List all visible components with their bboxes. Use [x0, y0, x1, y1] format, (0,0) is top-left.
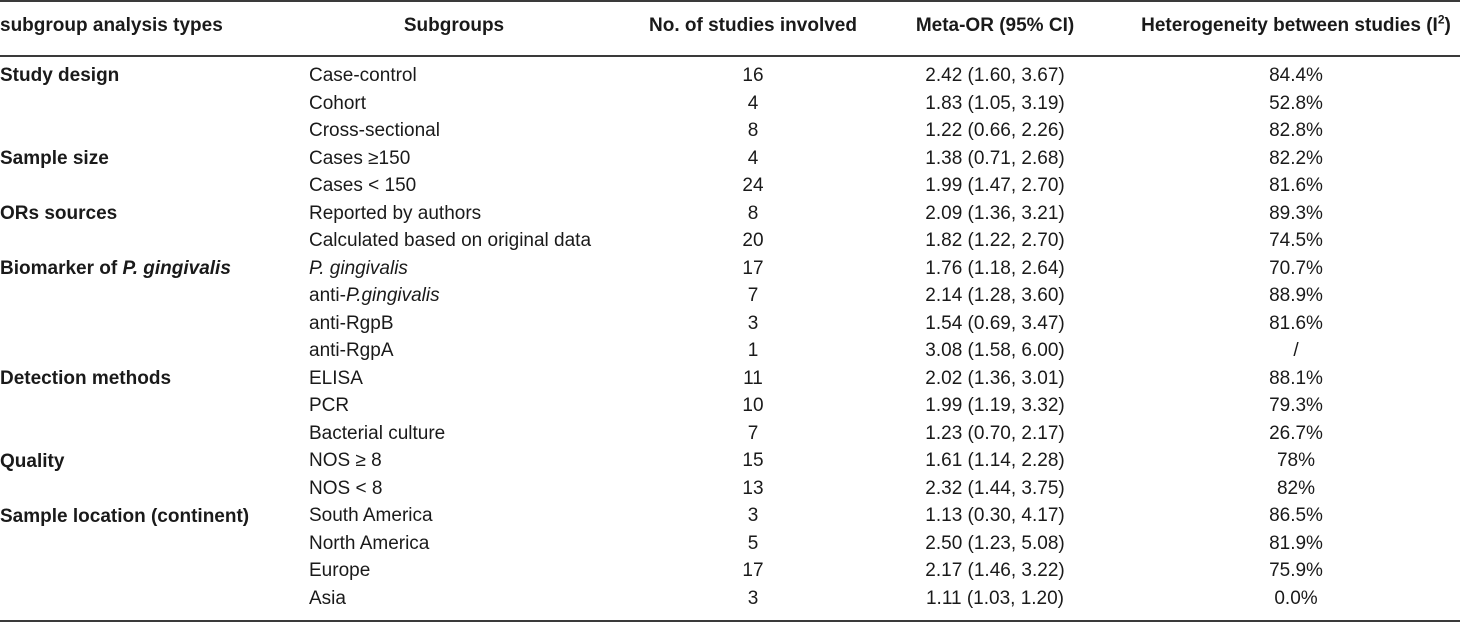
row-subgroup: North America [309, 532, 430, 554]
row-subgroup: Bacterial culture [309, 422, 446, 444]
row-num-studies: 13 [742, 477, 764, 499]
row-num-studies: 4 [747, 147, 759, 169]
row-num-studies: 17 [742, 257, 764, 279]
group-sample-location: Sample location (continent) [0, 506, 250, 527]
row-heterogeneity: 88.9% [1269, 285, 1323, 306]
row-heterogeneity: 81.6% [1269, 312, 1323, 334]
row-subgroup: Calculated based on original data [309, 230, 592, 251]
row-num-studies: 3 [747, 587, 759, 609]
header-heterogeneity: Heterogeneity between studies (I2) [1141, 12, 1451, 36]
row-heterogeneity: 79.3% [1269, 395, 1323, 416]
row-subgroup: South America [309, 505, 433, 526]
group-biomarker: Biomarker of P. gingivalis [0, 258, 231, 279]
header-rule [0, 55, 1460, 57]
i2-superscript: 2 [1437, 12, 1445, 27]
row-meta-or: 2.42 (1.60, 3.67) [925, 65, 1065, 86]
row-heterogeneity: 82.8% [1269, 120, 1323, 141]
row-subgroup: anti-P.gingivalis [309, 285, 440, 306]
row-num-studies: 10 [742, 395, 764, 416]
row-heterogeneity: / [1293, 340, 1299, 361]
row-num-studies: 3 [747, 505, 759, 526]
row-heterogeneity: 82.2% [1269, 147, 1323, 169]
row-subgroup: Cohort [309, 92, 367, 114]
row-num-studies: 8 [747, 202, 759, 224]
row-meta-or: 3.08 (1.58, 6.00) [925, 340, 1065, 361]
row-heterogeneity: 74.5% [1269, 230, 1323, 251]
row-meta-or: 2.02 (1.36, 3.01) [925, 367, 1065, 389]
row-meta-or: 2.09 (1.36, 3.21) [925, 202, 1065, 224]
row-meta-or: 1.38 (0.71, 2.68) [925, 147, 1065, 169]
row-num-studies: 8 [747, 120, 759, 141]
row-heterogeneity: 52.8% [1269, 92, 1323, 114]
group-ors-sources: ORs sources [0, 203, 118, 224]
row-num-studies: 17 [742, 560, 764, 581]
row-num-studies: 7 [747, 285, 759, 306]
group-study-design: Study design [0, 65, 120, 86]
row-meta-or: 2.14 (1.28, 3.60) [925, 285, 1065, 306]
row-heterogeneity: 0.0% [1274, 587, 1318, 609]
row-num-studies: 11 [743, 367, 763, 389]
row-subgroup: ELISA [309, 367, 363, 389]
row-meta-or: 1.13 (0.30, 4.17) [925, 505, 1065, 526]
row-heterogeneity: 84.4% [1269, 65, 1323, 86]
row-num-studies: 5 [747, 532, 759, 554]
row-meta-or: 2.50 (1.23, 5.08) [925, 532, 1065, 554]
bottom-rule [0, 620, 1460, 622]
row-heterogeneity: 81.6% [1269, 175, 1323, 196]
header-subgroups: Subgroups [403, 15, 505, 36]
row-num-studies: 4 [747, 92, 759, 114]
row-subgroup: Asia [309, 587, 346, 609]
row-num-studies: 24 [742, 175, 764, 196]
row-meta-or: 1.61 (1.14, 2.28) [925, 450, 1065, 471]
row-subgroup: Cases ≥150 [309, 147, 411, 169]
row-heterogeneity: 75.9% [1269, 560, 1323, 581]
row-heterogeneity: 26.7% [1269, 422, 1323, 444]
row-subgroup: NOS ≥ 8 [309, 450, 382, 471]
row-meta-or: 1.99 (1.19, 3.32) [925, 395, 1065, 416]
row-subgroup: P. gingivalis [309, 257, 408, 279]
row-num-studies: 15 [742, 450, 764, 471]
row-subgroup: NOS < 8 [309, 477, 383, 499]
row-num-studies: 3 [747, 312, 759, 334]
row-meta-or: 1.76 (1.18, 2.64) [925, 257, 1065, 279]
row-subgroup: Reported by authors [309, 202, 482, 224]
row-num-studies: 1 [747, 340, 759, 361]
row-meta-or: 2.32 (1.44, 3.75) [925, 477, 1065, 499]
row-meta-or: 1.11 (1.03, 1.20) [925, 587, 1065, 609]
top-rule [0, 0, 1460, 2]
row-meta-or: 1.22 (0.66, 2.26) [925, 120, 1065, 141]
row-heterogeneity: 88.1% [1269, 367, 1323, 389]
row-subgroup: Cases < 150 [309, 175, 417, 196]
row-subgroup: Case-control [309, 65, 417, 86]
row-subgroup: PCR [309, 395, 350, 416]
row-heterogeneity: 81.9% [1269, 532, 1323, 554]
row-num-studies: 16 [742, 65, 764, 86]
group-detection-methods: Detection methods [0, 368, 172, 389]
row-subgroup: anti-RgpB [309, 312, 394, 334]
group-quality: Quality [0, 451, 65, 472]
row-meta-or: 2.17 (1.46, 3.22) [925, 560, 1065, 581]
row-heterogeneity: 86.5% [1269, 505, 1323, 526]
row-num-studies: 20 [742, 230, 764, 251]
row-meta-or: 1.83 (1.05, 3.19) [925, 92, 1065, 114]
row-subgroup: Cross-sectional [309, 120, 440, 141]
row-heterogeneity: 82% [1276, 477, 1316, 499]
row-subgroup: Europe [309, 560, 371, 581]
row-meta-or: 1.54 (0.69, 3.47) [925, 312, 1065, 334]
row-num-studies: 7 [747, 422, 759, 444]
row-meta-or: 1.82 (1.22, 2.70) [925, 230, 1065, 251]
group-sample-size: Sample size [0, 148, 109, 169]
row-subgroup: anti-RgpA [309, 340, 394, 361]
header-analysis-types: subgroup analysis types [0, 15, 223, 36]
row-heterogeneity: 78% [1276, 450, 1316, 471]
header-num-studies: No. of studies involved [649, 15, 857, 36]
row-heterogeneity: 70.7% [1269, 257, 1323, 279]
row-heterogeneity: 89.3% [1269, 202, 1323, 224]
row-meta-or: 1.99 (1.47, 2.70) [925, 175, 1065, 196]
row-meta-or: 1.23 (0.70, 2.17) [925, 422, 1065, 444]
header-meta-or: Meta-OR (95% CI) [915, 15, 1075, 36]
